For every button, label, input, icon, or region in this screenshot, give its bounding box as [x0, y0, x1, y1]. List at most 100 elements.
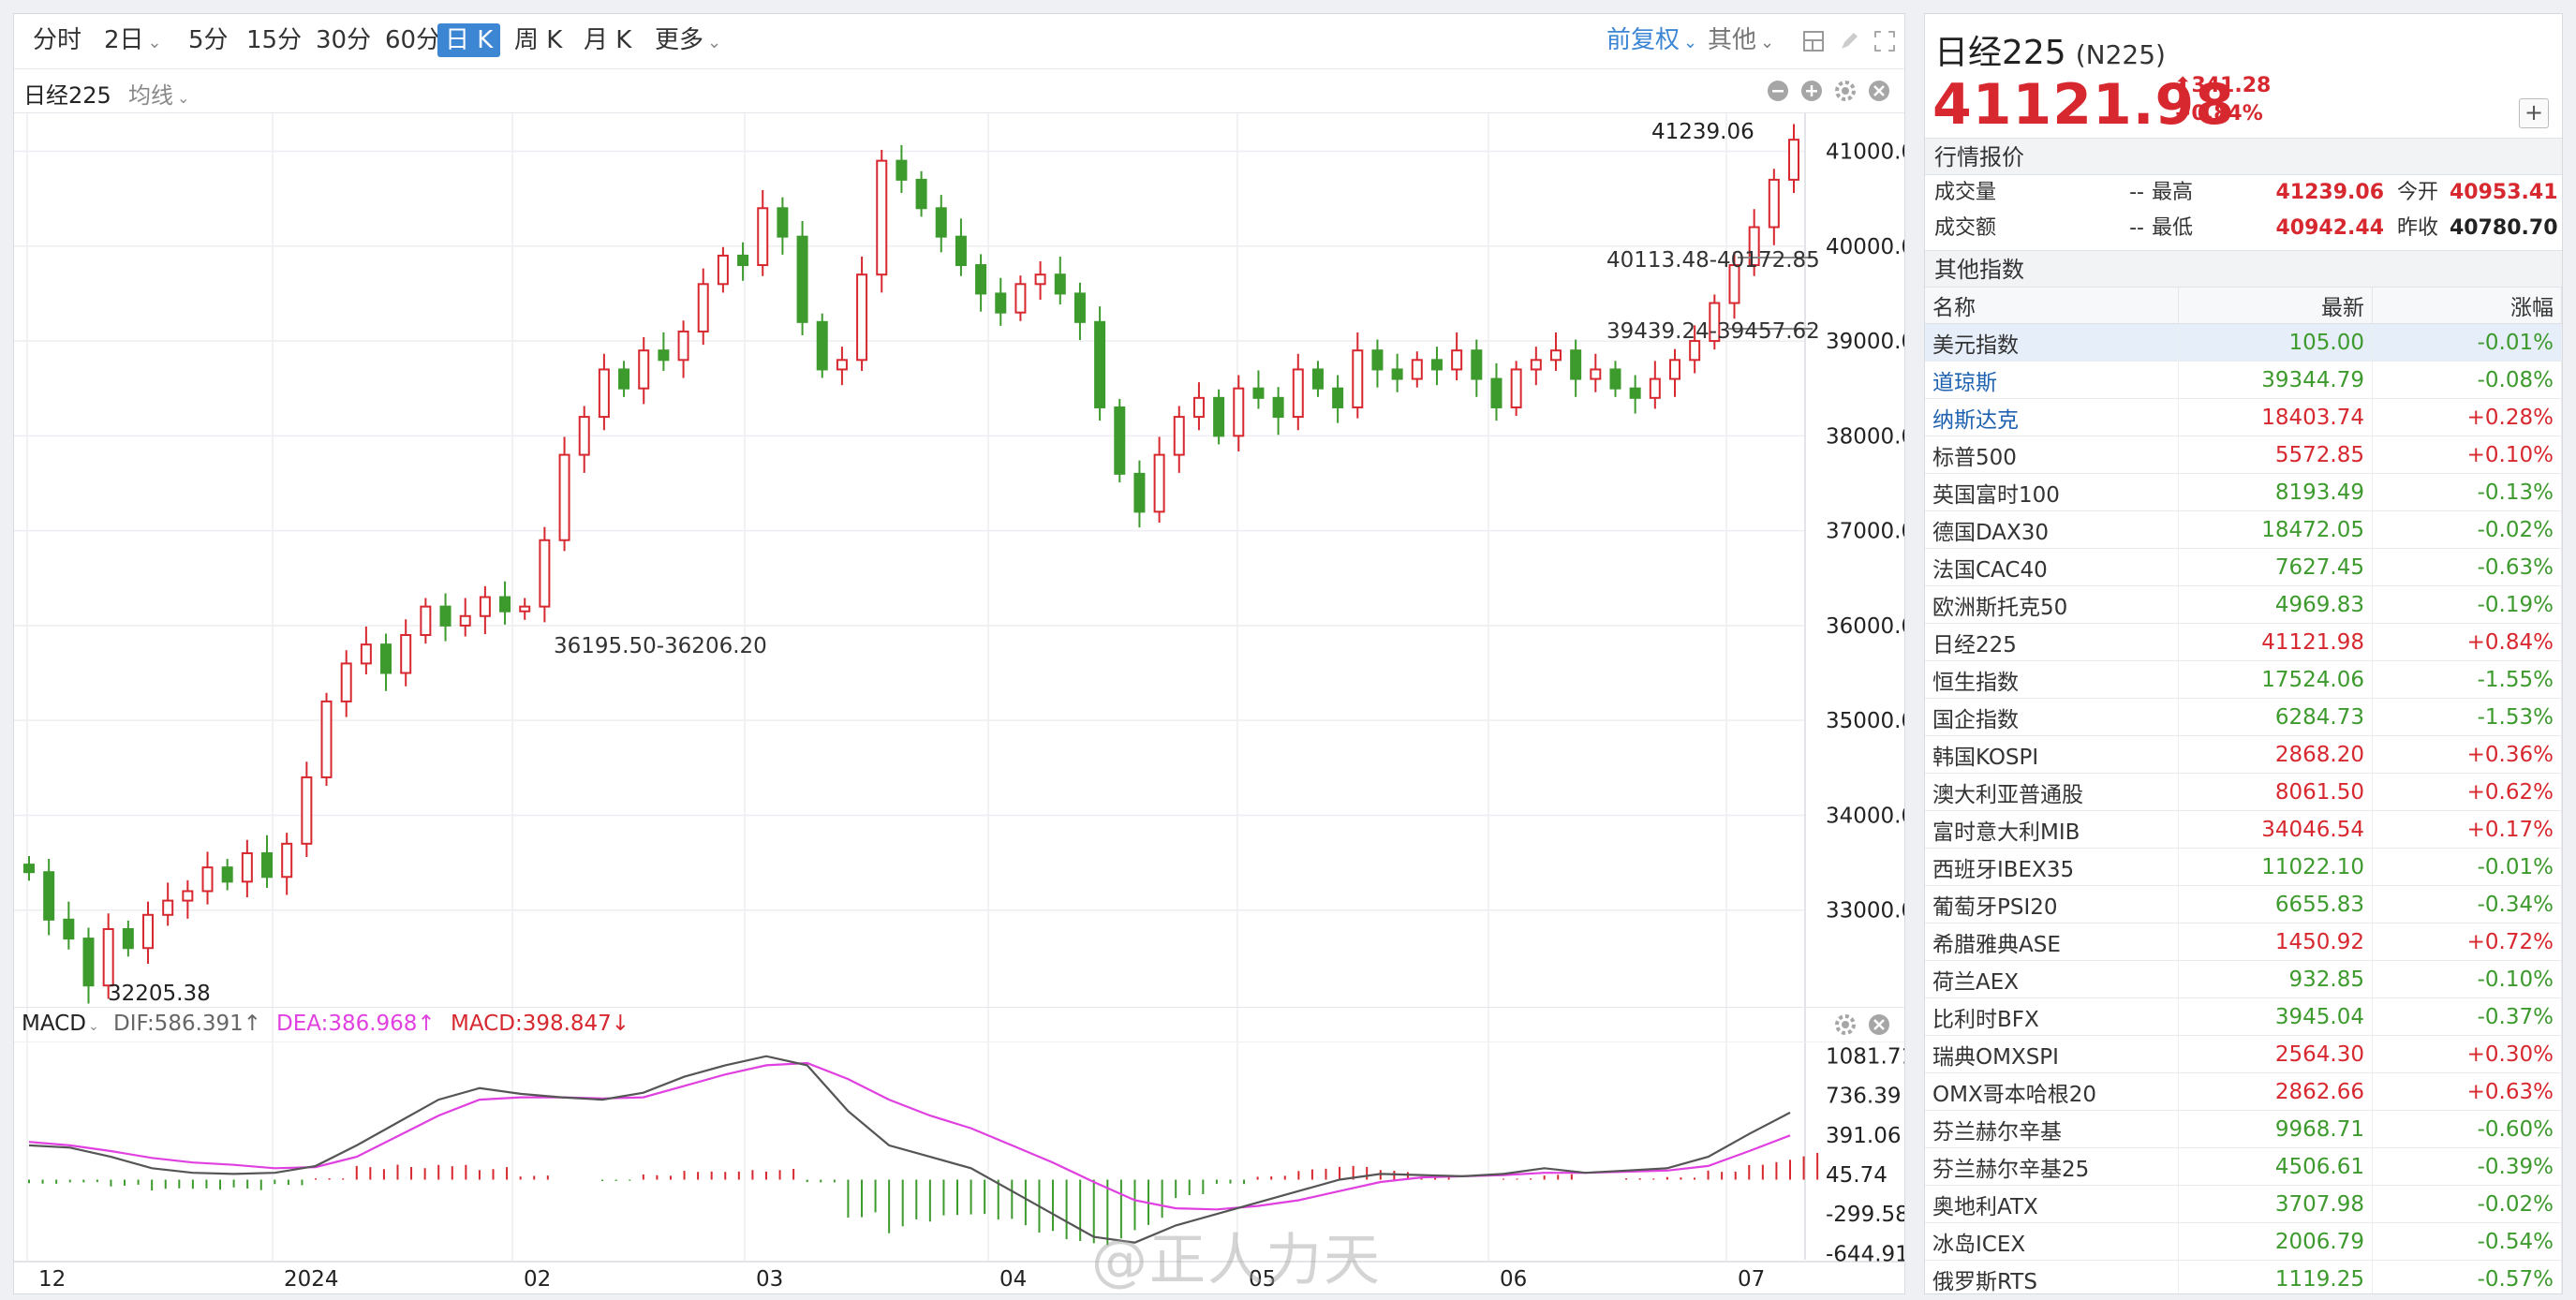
table-row[interactable]: 芬兰赫尔辛基25 4506.61 -0.39%: [1925, 1147, 2562, 1186]
col-last[interactable]: 最新: [2178, 288, 2373, 324]
table-row[interactable]: 法国CAC40 7627.45 -0.63%: [1925, 548, 2562, 586]
candle-body: [638, 349, 650, 390]
index-pct-cell: -0.39%: [2372, 1147, 2562, 1186]
tab-more[interactable]: 更多 ⌄: [647, 23, 729, 57]
gear-icon[interactable]: [1833, 1012, 1858, 1037]
arrow-up-icon: ⬆: [2174, 74, 2192, 97]
add-watchlist-button[interactable]: +: [2519, 98, 2549, 128]
minus-circle-icon[interactable]: [1766, 79, 1790, 103]
index-last-cell: 17524.06: [2178, 660, 2373, 699]
tab-5min[interactable]: 5分: [188, 26, 229, 54]
index-pct-cell: -0.01%: [2372, 848, 2562, 886]
table-row[interactable]: 英国富时100 8193.49 -0.13%: [1925, 473, 2562, 511]
table-row[interactable]: 欧洲斯托克50 4969.83 -0.19%: [1925, 585, 2562, 624]
tab-day-k[interactable]: 日 K: [437, 23, 501, 57]
tab-30min[interactable]: 30分: [316, 26, 372, 54]
plus-circle-icon[interactable]: [1799, 79, 1824, 103]
index-last-cell: 8061.50: [2178, 773, 2373, 811]
index-name-cell[interactable]: 纳斯达克: [1925, 398, 2179, 436]
candle-body: [459, 614, 471, 627]
table-row[interactable]: 富时意大利MIB 34046.54 +0.17%: [1925, 810, 2562, 849]
candle-body: [1014, 283, 1027, 314]
low-value: 40942.44: [2275, 216, 2384, 240]
y-tick-label: 36000.0: [1826, 614, 1904, 639]
table-row[interactable]: 恒生指数 17524.06 -1.55%: [1925, 660, 2562, 699]
table-row[interactable]: 荷兰AEX 932.85 -0.10%: [1925, 960, 2562, 998]
index-name: 日经225: [23, 82, 111, 109]
macd-y-tick: -299.58: [1826, 1203, 1904, 1227]
candle-body: [1252, 387, 1265, 399]
tab-60min[interactable]: 60分: [385, 26, 441, 54]
table-row[interactable]: 道琼斯 39344.79 -0.08%: [1925, 361, 2562, 399]
y-tick-label: 33000.0: [1826, 899, 1904, 923]
low-annotation: 32205.38: [108, 982, 211, 1006]
index-last-cell: 1450.92: [2178, 923, 2373, 961]
table-row[interactable]: 芬兰赫尔辛基 9968.71 -0.60%: [1925, 1110, 2562, 1148]
tab-month-k[interactable]: 月 K: [584, 26, 632, 54]
index-last-cell: 3945.04: [2178, 997, 2373, 1036]
index-pct-cell: -0.13%: [2372, 473, 2562, 511]
pen-icon[interactable]: [1837, 29, 1861, 53]
table-row[interactable]: 葡萄牙PSI20 6655.83 -0.34%: [1925, 885, 2562, 923]
index-name-cell: 澳大利亚普通股: [1925, 773, 2179, 811]
tab-2day[interactable]: 2日 ⌄: [96, 23, 170, 57]
change-line: ⬆341.28: [2174, 72, 2271, 100]
candle-body: [320, 700, 333, 778]
col-name[interactable]: 名称: [1925, 288, 2179, 324]
candle-body: [1451, 349, 1463, 371]
table-row[interactable]: 国企指数 6284.73 -1.53%: [1925, 698, 2562, 736]
candle-body: [519, 605, 531, 613]
tab-more-label: 更多: [655, 26, 704, 54]
table-row[interactable]: 西班牙IBEX35 11022.10 -0.01%: [1925, 848, 2562, 886]
other-dropdown[interactable]: 其他 ⌄: [1708, 23, 1774, 57]
candle-body: [122, 927, 134, 950]
tab-15min[interactable]: 15分: [246, 26, 303, 54]
y-tick-label: 35000.0: [1826, 709, 1904, 733]
table-row[interactable]: 比利时BFX 3945.04 -0.37%: [1925, 997, 2562, 1036]
table-row[interactable]: 标普500 5572.85 +0.10%: [1925, 436, 2562, 474]
index-last-cell: 105.00: [2178, 323, 2373, 362]
table-row[interactable]: 冰岛ICEX 2006.79 -0.54%: [1925, 1222, 2562, 1261]
table-row[interactable]: 澳大利亚普通股 8061.50 +0.62%: [1925, 773, 2562, 811]
y-tick-label: 38000.0: [1826, 424, 1904, 449]
candle-body: [1609, 368, 1621, 390]
table-row[interactable]: 奥地利ATX 3707.98 -0.02%: [1925, 1185, 2562, 1223]
table-row[interactable]: 日经225 41121.98 +0.84%: [1925, 623, 2562, 661]
kline-chart: 41000.0 40000.0 39000.0 38000.0 37000.0 36000…: [14, 113, 1904, 1292]
table-row[interactable]: 韩国KOSPI 2868.20 +0.36%: [1925, 735, 2562, 774]
table-row[interactable]: 瑞典OMXSPI 2564.30 +0.30%: [1925, 1035, 2562, 1073]
ma-dropdown[interactable]: 均线 ⌄: [128, 77, 189, 110]
gear-icon[interactable]: [1833, 79, 1858, 103]
table-row[interactable]: 德国DAX30 18472.05 -0.02%: [1925, 510, 2562, 549]
candle-body: [1689, 340, 1701, 362]
macd-dropdown[interactable]: MACD ⌄: [22, 1012, 99, 1036]
index-name-cell: 葡萄牙PSI20: [1925, 885, 2179, 923]
adjust-dropdown[interactable]: 前复权 ⌄: [1606, 23, 1697, 57]
fullscreen-icon[interactable]: [1873, 29, 1897, 53]
index-last-cell: 3707.98: [2178, 1185, 2373, 1223]
candle-body: [578, 416, 590, 456]
candle-body: [142, 913, 155, 950]
tab-week-k[interactable]: 周 K: [514, 26, 563, 54]
index-name-cell: OMX哥本哈根20: [1925, 1072, 2179, 1111]
close-icon[interactable]: [1867, 79, 1891, 103]
macd-name: MACD: [22, 1012, 86, 1036]
index-pct-cell: -0.19%: [2372, 585, 2562, 624]
table-row[interactable]: 纳斯达克 18403.74 +0.28%: [1925, 398, 2562, 436]
index-name-cell: 西班牙IBEX35: [1925, 848, 2179, 886]
close-icon[interactable]: [1867, 1012, 1891, 1037]
index-title-text: 日经225: [1934, 34, 2066, 72]
candle-body: [1034, 273, 1046, 286]
table-row[interactable]: 俄罗斯RTS 1119.25 -0.57%: [1925, 1260, 2562, 1293]
table-row[interactable]: 美元指数 105.00 -0.01%: [1925, 323, 2562, 362]
index-name-cell[interactable]: 道琼斯: [1925, 361, 2179, 399]
index-pct-cell: -0.02%: [2372, 1185, 2562, 1223]
table-row[interactable]: 希腊雅典ASE 1450.92 +0.72%: [1925, 923, 2562, 961]
candle-body: [955, 235, 967, 267]
col-pct[interactable]: 涨幅: [2372, 288, 2562, 324]
candle-body: [380, 643, 392, 674]
layout-icon[interactable]: [1801, 29, 1826, 53]
tab-fenshi[interactable]: 分时: [33, 26, 82, 54]
table-row[interactable]: OMX哥本哈根20 2862.66 +0.63%: [1925, 1072, 2562, 1111]
index-name-cell: 恒生指数: [1925, 660, 2179, 699]
